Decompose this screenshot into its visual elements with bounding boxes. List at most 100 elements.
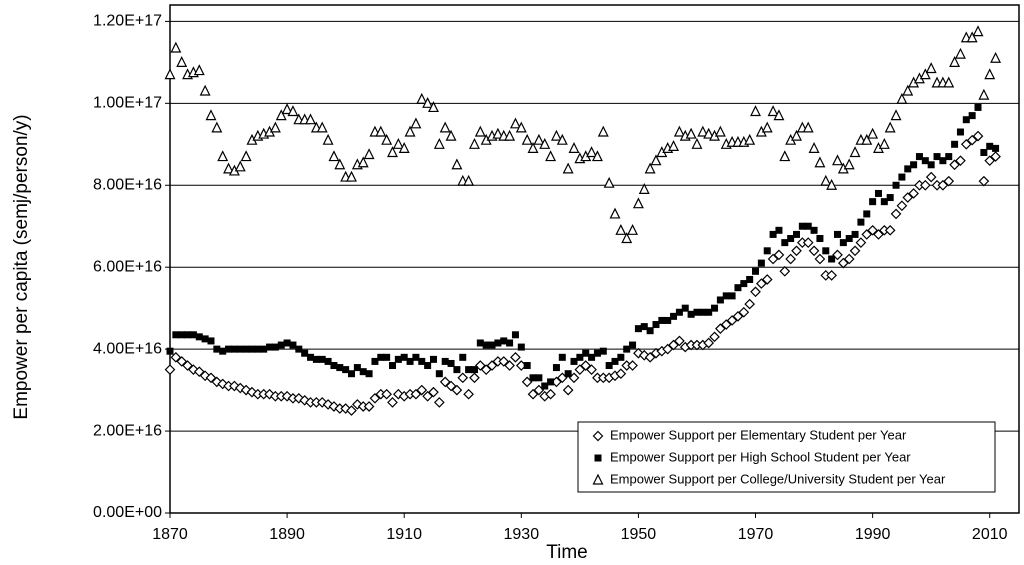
- data-point: [593, 349, 601, 357]
- data-point: [556, 133, 568, 145]
- data-point: [365, 370, 373, 378]
- data-point: [586, 364, 597, 375]
- x-tick-label: 1910: [386, 526, 422, 543]
- data-point: [189, 331, 197, 339]
- data-point: [217, 150, 229, 162]
- data-point: [873, 229, 884, 240]
- data-point: [562, 162, 574, 174]
- data-point: [199, 84, 211, 96]
- x-tick-label: 1990: [855, 526, 891, 543]
- data-point: [611, 357, 619, 365]
- data-point: [904, 165, 912, 173]
- data-point: [439, 121, 451, 133]
- data-point: [416, 92, 428, 104]
- data-point: [207, 337, 215, 345]
- data-point: [943, 175, 955, 187]
- data-point: [182, 360, 193, 371]
- data-point: [172, 331, 180, 339]
- data-point: [381, 388, 392, 400]
- data-point: [966, 31, 978, 43]
- data-point: [369, 392, 381, 404]
- data-point: [260, 345, 268, 353]
- data-point: [465, 366, 473, 374]
- data-point: [470, 366, 478, 374]
- data-point: [716, 296, 724, 304]
- x-tick-label: 2010: [972, 526, 1008, 543]
- data-point: [570, 357, 578, 365]
- data-point: [767, 253, 779, 265]
- data-point: [662, 343, 674, 355]
- data-point: [746, 275, 754, 283]
- data-point: [170, 41, 182, 53]
- data-point: [533, 133, 545, 145]
- data-point: [468, 137, 480, 149]
- data-point: [363, 148, 375, 160]
- data-point: [898, 173, 906, 181]
- data-point: [205, 109, 217, 121]
- data-point: [527, 388, 539, 400]
- data-point: [428, 101, 439, 113]
- data-point: [371, 357, 379, 365]
- data-point: [652, 321, 660, 329]
- data-point: [236, 345, 244, 353]
- data-point: [822, 247, 830, 255]
- data-point: [802, 121, 814, 133]
- legend-marker: [592, 473, 604, 485]
- data-point: [283, 339, 291, 347]
- data-point: [750, 286, 761, 298]
- data-point: [348, 370, 356, 378]
- data-point: [715, 323, 726, 334]
- data-point: [761, 121, 773, 133]
- data-point: [990, 51, 1002, 63]
- data-point: [632, 197, 644, 209]
- data-point: [406, 357, 414, 365]
- data-point: [318, 355, 326, 363]
- x-axis-title: Time: [546, 542, 588, 563]
- legend-box: [577, 421, 996, 493]
- x-tick-label: 1930: [504, 526, 540, 543]
- data-point: [558, 353, 566, 361]
- data-point: [410, 117, 422, 129]
- data-point: [785, 253, 796, 265]
- data-point: [422, 96, 434, 108]
- data-point: [223, 162, 235, 174]
- data-point: [945, 153, 953, 161]
- data-point: [195, 333, 203, 341]
- data-point: [925, 62, 937, 74]
- data-point: [500, 337, 508, 345]
- data-point: [439, 376, 451, 388]
- data-point: [398, 142, 410, 153]
- data-point: [476, 339, 484, 347]
- data-point: [254, 345, 262, 353]
- data-point: [474, 360, 486, 371]
- data-point: [615, 223, 627, 235]
- legend-marker: [592, 430, 604, 442]
- data-point: [599, 347, 607, 355]
- data-point: [714, 125, 726, 137]
- data-point: [863, 210, 871, 218]
- data-point: [621, 232, 633, 244]
- data-point: [375, 125, 387, 137]
- data-point: [527, 142, 539, 153]
- data-point: [289, 341, 297, 349]
- data-point: [324, 357, 332, 365]
- data-point: [330, 362, 338, 370]
- data-point: [383, 353, 391, 361]
- data-point: [851, 230, 859, 238]
- data-point: [230, 345, 238, 353]
- data-point: [429, 355, 437, 363]
- data-point: [802, 237, 814, 248]
- data-point: [711, 304, 719, 312]
- data-point: [685, 127, 697, 139]
- data-point: [301, 349, 309, 357]
- data-point: [545, 388, 556, 400]
- data-point: [756, 278, 767, 289]
- data-point: [488, 341, 496, 349]
- data-point: [486, 360, 498, 371]
- data-point: [433, 397, 445, 408]
- data-point: [787, 235, 795, 243]
- data-point: [506, 339, 514, 347]
- data-point: [892, 181, 900, 189]
- data-point: [509, 117, 521, 129]
- y-tick-label: 1.20E+17: [93, 13, 162, 30]
